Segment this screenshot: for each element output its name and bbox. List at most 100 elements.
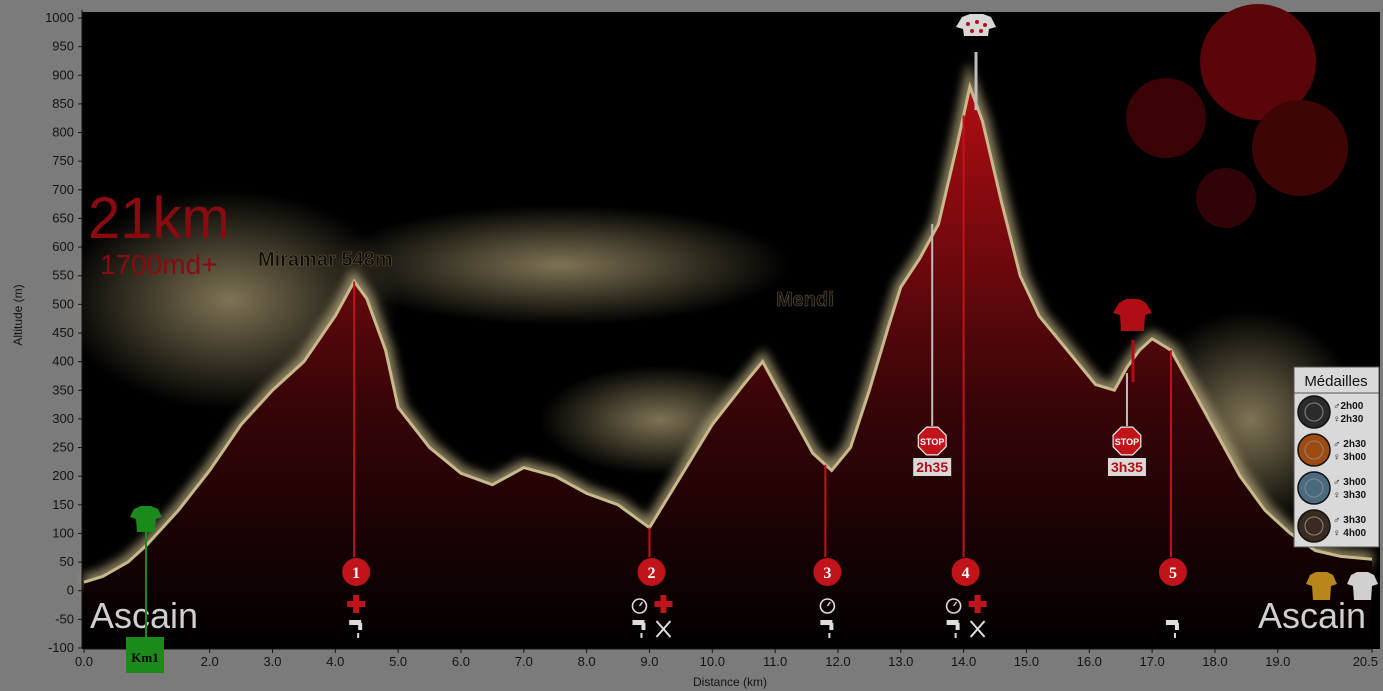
x-tick-label: 6.0 [452,654,470,669]
medical-cross-icon [654,595,673,613]
checkpoint-markers: 1 2 3 4 5 [342,558,1187,638]
checkpoint-number: 4 [962,565,970,582]
medical-cross-icon [347,595,366,613]
descent-jersey-icon [1113,299,1152,382]
elevation-profile [81,61,1373,648]
x-tick-label: 10.0 [700,654,725,669]
water-tap-icon [349,620,363,638]
medal-women-time: ♀ 4h00 [1333,528,1367,539]
x-tick-label: 15.0 [1014,654,1039,669]
checkpoint-number: 3 [823,565,831,582]
elevation-gain-label: 1700md+ [100,249,218,280]
y-tick-label: 450 [52,325,74,340]
y-axis: 1000950900850800750700650600550500450400… [45,10,83,655]
y-axis-title: Altitude (m) [11,284,25,345]
y-tick-label: 550 [52,268,74,283]
cutoff-time: 3h35 [1111,459,1143,475]
checkpoint-badge [1158,558,1187,586]
medal-ring [1304,402,1324,422]
x-axis-title: Distance (km) [693,675,767,689]
km1-label: Km1 [131,650,158,665]
y-tick-label: 350 [52,382,74,397]
medals-title: Médailles [1304,373,1367,390]
y-tick-label: 850 [52,96,74,111]
water-tap-icon [946,620,960,638]
timer-icon [819,598,836,614]
water-tap-icon [820,620,834,638]
checkpoint-badge [813,558,842,586]
basque-cross-logo [1126,4,1348,228]
cutoff-time-box [1107,458,1146,476]
checkpoint-number: 5 [1169,565,1177,582]
medal-women-time: ♀ 3h30 [1333,490,1367,501]
medal-ring [1304,478,1324,498]
profile-line [83,81,1373,584]
y-tick-label: 950 [52,39,74,54]
y-tick-label: -50 [55,611,74,626]
medal-icon [1297,395,1331,429]
checkpoint-badge [342,558,371,586]
food-icon [969,620,986,638]
water-tap-icon [1165,620,1179,638]
y-tick-label: 1000 [45,10,74,25]
profile-area [84,86,1372,648]
x-tick-label: 3.0 [263,654,281,669]
start-jersey-icon [130,506,162,640]
summit-jersey-icon [956,14,996,110]
timer-icon [631,598,648,614]
medal-women-time: ♀2h30 [1333,414,1364,425]
medal-men-time: ♂ 3h00 [1333,477,1367,488]
checkpoint-number: 2 [647,565,655,582]
checkpoint-number: 1 [352,565,360,582]
y-tick-label: 200 [52,468,74,483]
y-tick-label: 300 [52,411,74,426]
x-tick-label: 0.0 [75,654,93,669]
x-tick-label: 14.0 [951,654,976,669]
water-tap-icon [632,620,646,638]
y-tick-label: 700 [52,182,74,197]
x-tick-label: 4.0 [326,654,344,669]
medal-rows: ♂2h00 ♀2h30 ♂ 2h30 ♀ 3h00 ♂ 3h00 ♀ 3h30 ♂ 3h30… [1297,395,1367,543]
x-tick-label: 17.0 [1139,654,1164,669]
peak-label-mendi: Mendi [776,289,834,311]
medal-icon [1297,509,1331,543]
y-tick-label: -100 [48,640,74,655]
y-tick-label: 50 [60,554,74,569]
x-axis: 0.01.02.03.04.05.06.07.08.09.010.011.012… [75,648,1378,669]
cutoff-time: 2h35 [916,459,948,475]
medal-women-time: ♀ 3h00 [1333,452,1367,463]
checkpoint-badge [951,558,980,586]
x-tick-label: 7.0 [515,654,533,669]
timer-icon [945,598,962,614]
x-tick-label: 19.0 [1265,654,1290,669]
medical-cross-icon [968,595,987,613]
medal-icon [1297,471,1331,505]
km1-marker: Km1 [126,637,164,673]
food-icon [655,620,672,638]
medal-icon [1297,433,1331,467]
medal-men-time: ♂ 3h30 [1333,515,1367,526]
y-tick-label: 800 [52,125,74,140]
finish-label: Ascain [1258,595,1366,636]
medal-men-time: ♂2h00 [1333,401,1364,412]
y-tick-label: 900 [52,67,74,82]
y-tick-label: 400 [52,354,74,369]
x-tick-label: 16.0 [1077,654,1102,669]
medals-panel: Médailles ♂2h00 ♀2h30 ♂ 2h30 ♀ 3h00 ♂ 3h00 ♀ … [1293,366,1380,548]
stop-sign-icon [917,426,947,456]
y-tick-label: 500 [52,296,74,311]
medal-ring [1304,440,1324,460]
y-tick-label: 750 [52,153,74,168]
x-tick-label: 2.0 [201,654,219,669]
peak-label-miramar: Miramar 548m [258,249,393,271]
x-tick-label: 20.5 [1353,654,1378,669]
distance-label: 21km [88,186,230,251]
y-tick-label: 150 [52,497,74,512]
checkpoint-badge [637,558,666,586]
stop-sign-text: STOP [920,437,944,447]
medal-men-time: ♂ 2h30 [1333,439,1367,450]
x-tick-label: 12.0 [825,654,850,669]
start-label: Ascain [90,595,198,636]
